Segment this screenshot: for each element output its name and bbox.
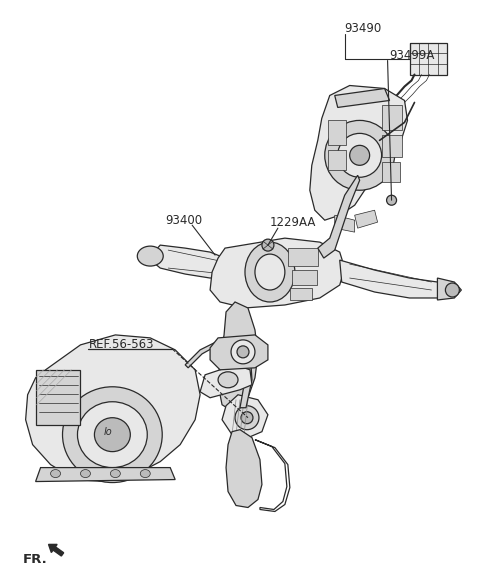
Bar	[288, 248, 318, 266]
Ellipse shape	[386, 195, 396, 205]
Text: 1229AA: 1229AA	[270, 215, 316, 229]
Bar	[382, 136, 402, 157]
Ellipse shape	[237, 346, 249, 358]
Text: FR.: FR.	[23, 553, 48, 566]
Ellipse shape	[262, 239, 274, 251]
Ellipse shape	[245, 242, 295, 302]
Bar	[382, 163, 399, 183]
Polygon shape	[318, 176, 360, 258]
Text: 93490: 93490	[345, 22, 382, 35]
Bar	[328, 120, 346, 146]
Polygon shape	[335, 89, 390, 107]
Ellipse shape	[255, 254, 285, 290]
Bar	[328, 150, 346, 170]
Polygon shape	[218, 302, 258, 410]
Ellipse shape	[62, 387, 162, 483]
Polygon shape	[335, 215, 355, 232]
Polygon shape	[310, 86, 408, 220]
Ellipse shape	[110, 470, 120, 478]
Ellipse shape	[350, 146, 370, 166]
Ellipse shape	[231, 340, 255, 364]
Polygon shape	[148, 245, 235, 278]
Polygon shape	[222, 395, 268, 438]
Ellipse shape	[81, 470, 90, 478]
Polygon shape	[25, 335, 200, 481]
Ellipse shape	[325, 120, 395, 190]
Ellipse shape	[241, 411, 253, 424]
Polygon shape	[210, 335, 268, 370]
Ellipse shape	[95, 418, 130, 451]
Polygon shape	[36, 468, 175, 481]
Text: lo: lo	[104, 427, 113, 437]
Polygon shape	[437, 278, 461, 300]
Ellipse shape	[235, 406, 259, 430]
Polygon shape	[226, 430, 262, 508]
Ellipse shape	[77, 402, 147, 468]
Polygon shape	[355, 210, 378, 228]
Bar	[409, 43, 447, 75]
FancyArrow shape	[48, 544, 64, 556]
Polygon shape	[185, 340, 252, 408]
Text: 93499A: 93499A	[390, 49, 435, 62]
Ellipse shape	[50, 470, 60, 478]
Bar	[36, 370, 81, 424]
Polygon shape	[210, 238, 345, 308]
Text: 93400: 93400	[165, 214, 203, 227]
Text: REF.56-563: REF.56-563	[88, 338, 154, 352]
Ellipse shape	[218, 372, 238, 388]
Polygon shape	[200, 365, 252, 398]
Bar	[292, 270, 317, 285]
Ellipse shape	[338, 133, 382, 177]
Ellipse shape	[137, 246, 163, 266]
Bar	[382, 106, 402, 130]
Bar	[290, 288, 312, 300]
Ellipse shape	[140, 470, 150, 478]
Ellipse shape	[445, 283, 459, 297]
Polygon shape	[340, 260, 442, 298]
